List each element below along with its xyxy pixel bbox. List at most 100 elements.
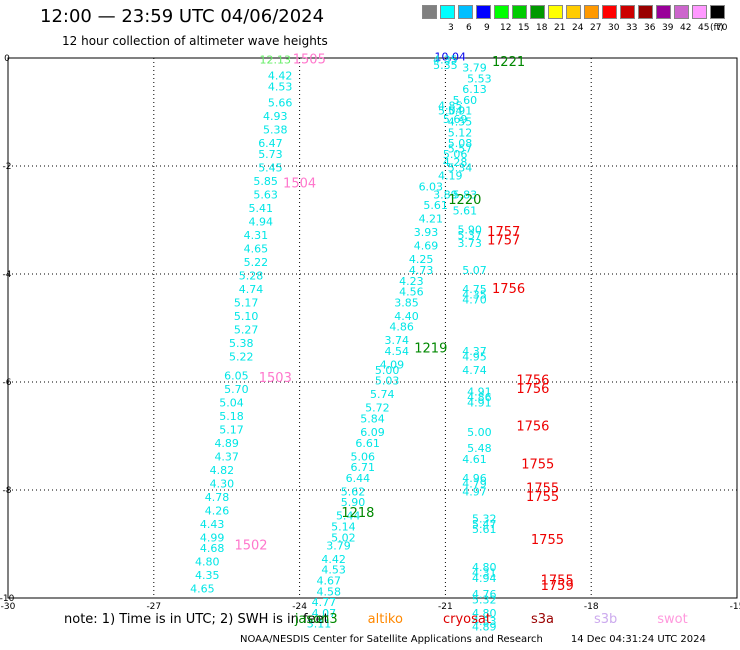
swot-wave-value: 4.94 xyxy=(248,215,273,228)
swot-wave-value: 5.22 xyxy=(229,350,254,363)
jason3-wave-value: 5.61 xyxy=(423,199,448,212)
jason3-wave-value: 5.84 xyxy=(360,413,385,426)
swot-wave-value: 4.68 xyxy=(200,542,225,555)
swot-wave-value: 4.43 xyxy=(200,518,225,531)
satellite-s3a: s3a xyxy=(530,612,554,627)
legend-swatch xyxy=(458,5,473,19)
legend-swatch xyxy=(656,5,671,19)
swot-wave-value: 5.73 xyxy=(258,148,283,161)
legend-swatch xyxy=(548,5,563,19)
pass-time-label: 1757 xyxy=(487,225,520,240)
jason3-wave-value: 4.56 xyxy=(399,286,424,299)
legend-label: 33 xyxy=(626,23,638,33)
pass-time-label: 1218 xyxy=(341,506,374,521)
page-title: 12:00 — 23:59 UTC 04/06/2024 xyxy=(40,6,325,27)
y-tick-label: -4 xyxy=(3,270,12,280)
legend-label: 15 xyxy=(518,23,530,33)
legend-swatch xyxy=(710,5,725,19)
y-tick-label: 0 xyxy=(4,54,10,64)
jason3-wave-value: 5.08 xyxy=(448,137,473,150)
jason3-wave-value: 5.12 xyxy=(448,126,473,139)
jason3-wave-value: 4.25 xyxy=(409,253,434,266)
swot-wave-value: 5.17 xyxy=(234,296,259,309)
pass-time-label: 1756 xyxy=(516,420,549,435)
jason3-wave-value: 6.61 xyxy=(355,437,380,450)
legend-swatch xyxy=(638,5,653,19)
jason3-wave-value: 4.74 xyxy=(462,364,487,377)
legend-label: 24 xyxy=(572,23,584,33)
satellite-swot: swot xyxy=(657,612,688,627)
jason3-wave-value: 5.61 xyxy=(453,205,478,218)
jason3-wave-value: 5.57 xyxy=(448,143,473,156)
jason3-wave-value: 4.53 xyxy=(472,615,497,628)
jason3-wave-value: 5.00 xyxy=(375,364,400,377)
jason3-wave-value: 6.71 xyxy=(351,461,376,474)
jason3-wave-value: 6.03 xyxy=(419,180,444,193)
jason3-wave-value: 5.04 xyxy=(438,105,463,118)
jason3-wave-value: 3.85 xyxy=(394,296,419,309)
jason3-wave-value: 4.70 xyxy=(462,294,487,307)
footer: NOAA/NESDIS Center for Satellite Applica… xyxy=(240,634,706,645)
jason3-wave-value: 4.53 xyxy=(321,564,346,577)
legend-label: 42 xyxy=(680,23,692,33)
swot-wave-value: 5.04 xyxy=(219,396,244,409)
pass-time-label: 1504 xyxy=(283,177,316,192)
jason3-wave-value: 4.86 xyxy=(467,391,492,404)
jason3-wave-value: 5.60 xyxy=(453,94,478,107)
jason3-wave-value: 3.73 xyxy=(457,237,482,250)
jason3-wave-value: 4.28 xyxy=(443,156,468,169)
pass-time-label: 1505 xyxy=(293,52,326,67)
swot-wave-value: 5.45 xyxy=(258,161,283,174)
legend-label: 18 xyxy=(536,23,548,33)
swot-wave-value: 5.28 xyxy=(239,269,264,282)
swot-wave-value: 4.53 xyxy=(268,80,293,93)
swot-wave-value: 5.18 xyxy=(219,410,244,423)
y-tick-label: -2 xyxy=(3,162,12,172)
x-tick-label: -27 xyxy=(146,602,161,612)
swot-wave-value: 4.89 xyxy=(214,437,239,450)
swot-wave-value: 4.42 xyxy=(268,70,293,83)
swot-wave-value: 5.41 xyxy=(248,202,273,215)
jason3-wave-value: 5.03 xyxy=(375,375,400,388)
jason3-wave-value: 5.44 xyxy=(336,510,361,523)
legend-swatch xyxy=(584,5,599,19)
jason3-wave-value: 4.95 xyxy=(462,350,487,363)
jason3-wave-value: 5.72 xyxy=(365,402,390,415)
jason3-wave-value: 4.31 xyxy=(472,566,497,579)
pass-time-label: 1759 xyxy=(541,579,574,594)
jason3-wave-value: 3.74 xyxy=(385,334,410,347)
swot-wave-value: 4.93 xyxy=(263,110,288,123)
swot-wave-value: 4.65 xyxy=(190,583,215,596)
legend-label: 6 xyxy=(466,23,472,33)
page-subtitle: 12 hour collection of altimeter wave hei… xyxy=(62,34,328,48)
swot-wave-value: 5.38 xyxy=(229,337,254,350)
jason3-wave-value: 5.06 xyxy=(351,450,376,463)
legend-swatch xyxy=(620,5,635,19)
legend-label: 70 xyxy=(716,23,728,33)
jason3-wave-value: 5.48 xyxy=(467,442,492,455)
satellite-jason3: jason3 xyxy=(294,612,338,627)
swot-wave-value: 5.17 xyxy=(219,423,244,436)
x-tick-label: -18 xyxy=(584,602,599,612)
satellite-s3b: s3b xyxy=(593,612,618,627)
jason3-wave-value: 3.89 xyxy=(433,188,458,201)
legend-label: 27 xyxy=(590,23,602,33)
jason3-wave-value: 4.89 xyxy=(472,620,497,633)
legend-label: 12 xyxy=(500,23,512,33)
jason3-wave-value: 5.69 xyxy=(443,113,468,126)
swot-wave-value: 5.27 xyxy=(234,323,259,336)
swot-wave-value: 5.38 xyxy=(263,124,288,137)
jason3-wave-value: 5.62 xyxy=(341,485,366,498)
jason3-wave-value: 4.35 xyxy=(462,288,487,301)
legend-label: 30 xyxy=(608,23,620,33)
jason3-wave-value: 5.34 xyxy=(448,161,473,174)
swot-wave-value: 12.13 xyxy=(260,53,292,66)
jason3-wave-value: 5.83 xyxy=(453,188,478,201)
pass-time-label: 1220 xyxy=(448,193,481,208)
jason3-wave-value: 5.90 xyxy=(341,496,366,509)
pass-time-label: 1756 xyxy=(492,282,525,297)
jason3-wave-value: 4.23 xyxy=(399,275,424,288)
legend-swatch xyxy=(566,5,581,19)
swot-wave-value: 4.99 xyxy=(200,531,225,544)
